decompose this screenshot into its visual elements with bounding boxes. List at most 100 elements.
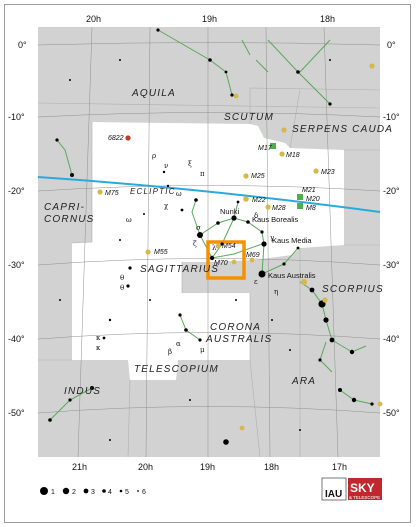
star (236, 200, 240, 204)
svg-text:π: π (200, 170, 205, 178)
cluster-marker (281, 127, 287, 133)
star (197, 232, 203, 238)
dso-label-m17: M17 (258, 145, 273, 152)
nebula-marker (270, 143, 276, 149)
star (128, 266, 132, 270)
constellation-capricornus-1: CAPRI- (44, 202, 85, 213)
star (126, 284, 130, 288)
star (194, 198, 198, 202)
dec-left-40: -40° (8, 334, 25, 344)
svg-text:θ: θ (120, 284, 124, 292)
svg-text:μ: μ (200, 346, 205, 354)
star (224, 70, 228, 74)
constellation-corona: CORONA (210, 322, 261, 333)
cluster-marker (97, 189, 103, 195)
star (323, 317, 329, 323)
star (55, 138, 59, 142)
star (216, 221, 220, 225)
star (260, 230, 264, 234)
sky-logo-text: SKY (350, 481, 375, 495)
star (309, 287, 315, 293)
legend-mag-1: 1 (51, 489, 55, 496)
star (108, 318, 112, 322)
star (296, 246, 300, 250)
boundaries (37, 87, 381, 458)
star (230, 93, 234, 97)
svg-text:χ: χ (164, 202, 169, 210)
constellation-australis: AUSTRALIS (205, 334, 272, 345)
coordinate-grid (37, 26, 381, 458)
svg-text:γ: γ (270, 234, 274, 242)
star (166, 184, 170, 188)
svg-text:ξ: ξ (188, 160, 192, 168)
sky-telescope-logo: SKY & TELESCOPE (348, 478, 382, 500)
cluster-marker (239, 425, 245, 431)
star (299, 429, 301, 431)
dso-label-m20: M20 (306, 196, 320, 203)
svg-text:ω: ω (126, 216, 132, 224)
legend-mag-6: 6 (142, 489, 146, 496)
svg-text:κ: κ (96, 334, 101, 342)
dec-right-30: -30° (383, 260, 400, 270)
cluster-marker (369, 63, 375, 69)
dso-label-6822: 6822 (108, 135, 124, 142)
star (68, 398, 72, 402)
legend-dot-5 (119, 489, 123, 493)
magnitude-legend: 1 2 3 4 5 6 (40, 487, 146, 496)
ra-top-20h: 20h (86, 14, 101, 24)
star-label-nunki: Nunki (220, 207, 240, 216)
star (318, 358, 322, 362)
dso-label-m25: M25 (251, 173, 265, 180)
legend-dot-1 (40, 487, 48, 495)
iau-logo: IAU (321, 477, 347, 501)
star (370, 402, 374, 406)
ra-bottom-19h: 19h (200, 462, 215, 472)
cluster-marker (145, 249, 151, 255)
cluster-marker (233, 93, 239, 99)
cluster-marker (313, 168, 319, 174)
cluster-marker (243, 173, 249, 179)
star (59, 299, 61, 301)
constellation-capricornus-2: CORNUS (44, 214, 95, 225)
cluster-marker (265, 204, 271, 210)
dec-left-0: 0° (18, 40, 27, 50)
nebula-marker (297, 203, 303, 209)
star (338, 388, 342, 392)
star (329, 59, 331, 61)
dso-label-m22: M22 (252, 197, 266, 204)
ra-top-18h: 18h (320, 14, 335, 24)
svg-text:λ: λ (212, 244, 217, 252)
star (109, 439, 111, 441)
star (184, 328, 188, 332)
svg-text:δ: δ (254, 212, 258, 220)
svg-text:η: η (274, 288, 278, 296)
star (258, 270, 266, 278)
svg-text:σ: σ (196, 224, 201, 232)
svg-text:ν: ν (164, 162, 168, 170)
dec-left-30: -30° (8, 260, 25, 270)
star (90, 386, 94, 390)
legend-mag-3: 3 (91, 489, 95, 496)
star (208, 58, 212, 62)
constellation-sagittarius: SAGITTARIUS (140, 264, 219, 275)
legend-dot-2 (62, 487, 70, 495)
ecliptic-line (37, 176, 381, 213)
dec-left-20: -20° (8, 186, 25, 196)
legend-dot-3 (83, 488, 89, 494)
star (178, 313, 182, 317)
star (162, 170, 166, 174)
dso-label-m8: M8 (306, 205, 316, 212)
cluster-marker (231, 259, 237, 265)
legend-mag-4: 4 (108, 489, 112, 496)
star (235, 299, 237, 301)
cluster-marker (249, 257, 255, 263)
dec-right-40: -40° (383, 334, 400, 344)
deep-sky-markers (97, 63, 383, 431)
cluster-marker (377, 401, 383, 407)
galaxy-marker (125, 135, 131, 141)
constellation-scutum: SCUTUM (224, 112, 274, 123)
dec-left-50: -50° (8, 408, 25, 418)
constellation-ara: ARA (291, 376, 316, 387)
star (209, 255, 215, 261)
